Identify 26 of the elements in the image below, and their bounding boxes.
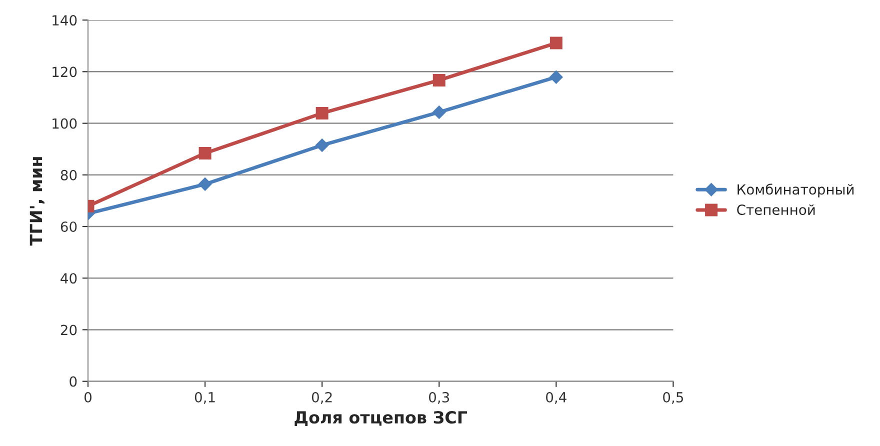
y-tick-label: 120 bbox=[52, 66, 77, 78]
x-tick-label: 0 bbox=[84, 392, 92, 402]
y-tick-label: 20 bbox=[60, 324, 77, 336]
point bbox=[432, 106, 446, 119]
y-tick-label: 60 bbox=[60, 221, 77, 232]
y-tick-label: 100 bbox=[52, 118, 77, 129]
y-tick-label: 80 bbox=[60, 170, 77, 180]
point bbox=[198, 146, 212, 160]
x-tick-label: 0,2 bbox=[312, 392, 332, 404]
point bbox=[550, 36, 562, 50]
point bbox=[316, 106, 328, 120]
y-tick-label: 40 bbox=[60, 273, 77, 284]
x-tick-label: 0,5 bbox=[663, 392, 684, 404]
x-tick-label: 0,3 bbox=[428, 392, 450, 404]
x-axis-title: Доля отцепов ЗСГ bbox=[294, 411, 468, 426]
legend-label: Степенной bbox=[737, 204, 815, 216]
legend-label: Комбинаторный bbox=[738, 184, 854, 198]
y-axis-title: ТГИ', мин bbox=[30, 157, 44, 246]
x-tick-label: 0,1 bbox=[194, 392, 215, 404]
point bbox=[432, 74, 446, 86]
x-tick-label: 0,4 bbox=[546, 392, 566, 404]
y-tick-label: 140 bbox=[52, 15, 77, 26]
point bbox=[198, 178, 212, 191]
y-tick-label: 0 bbox=[70, 376, 77, 387]
point bbox=[315, 138, 329, 152]
point bbox=[550, 70, 563, 84]
